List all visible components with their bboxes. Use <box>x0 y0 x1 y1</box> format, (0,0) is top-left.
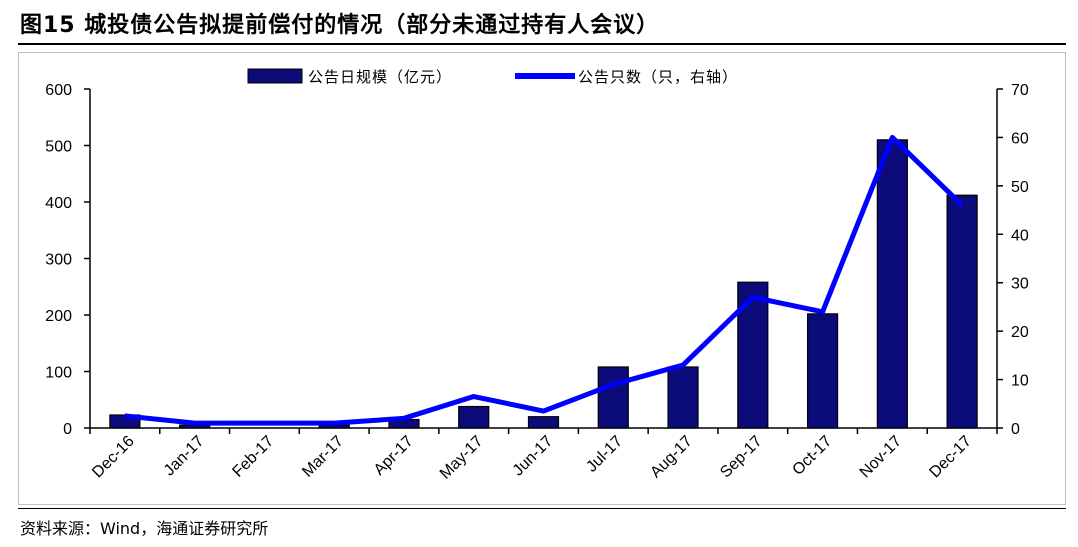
legend-group: 公告日规模（亿元） 公告只数（只，右轴） <box>247 68 738 86</box>
right-axis-tick-label: 60 <box>1011 130 1029 147</box>
bar <box>946 194 978 429</box>
x-axis-tick-label: Sep-17 <box>717 433 766 482</box>
left-axis-tick-label: 500 <box>45 139 72 156</box>
chart-frame <box>18 52 1066 505</box>
bar <box>458 405 490 429</box>
right-axis-tick-label: 70 <box>1011 82 1029 99</box>
x-axis-tick-label: Dec-16 <box>89 433 138 482</box>
right-axis-tick-label: 20 <box>1011 324 1029 341</box>
x-axis-tick-label: Dec-17 <box>926 433 975 482</box>
right-axis-tick-label: 40 <box>1011 227 1029 244</box>
bar <box>527 416 560 429</box>
bar <box>597 366 629 429</box>
x-axis-tick-label: Jun-17 <box>510 433 557 480</box>
legend-line-label: 公告只数（只，右轴） <box>578 69 738 86</box>
x-axis-tick-label: Nov-17 <box>857 433 906 482</box>
bar <box>876 139 908 429</box>
left-axis-tick-label: 200 <box>45 308 72 325</box>
right-axis-tick-label: 0 <box>1011 421 1020 438</box>
line-group <box>124 134 964 426</box>
left-axis-tick-label: 600 <box>45 82 72 99</box>
title-bar: 图15 城投债公告拟提前偿付的情况（部分未通过持有人会议） <box>0 0 1078 46</box>
x-axis-tick-label: Jul-17 <box>583 433 626 476</box>
x-axis-tick-label: Apr-17 <box>371 433 417 479</box>
legend-bar-label: 公告日规模（亿元） <box>308 69 452 86</box>
right-axis-tick-label: 30 <box>1011 276 1029 293</box>
x-axis-tick-label: Oct-17 <box>789 433 835 479</box>
source-note: 资料来源：Wind，海通证券研究所 <box>20 519 269 538</box>
left-axis-tick-label: 100 <box>45 365 72 382</box>
chart-title: 图15 城投债公告拟提前偿付的情况（部分未通过持有人会议） <box>20 13 660 38</box>
right-axis-tick-label: 50 <box>1011 179 1029 196</box>
bar <box>806 313 839 429</box>
bar <box>667 366 699 429</box>
right-axis-tick-label: 10 <box>1011 373 1029 390</box>
left-axis-tick-label: 300 <box>45 252 72 269</box>
legend-bar-swatch <box>247 68 303 84</box>
x-axis-tick-label: Aug-17 <box>647 433 696 482</box>
bars-group <box>109 139 978 429</box>
source-divider <box>18 508 1066 509</box>
x-axis-tick-label: Feb-17 <box>229 433 277 481</box>
title-divider <box>18 43 1066 45</box>
x-axis-tick-label: Jan-17 <box>161 433 208 480</box>
left-axis-tick-label: 0 <box>63 421 72 438</box>
left-axis-tick-label: 400 <box>45 195 72 212</box>
x-axis-tick-label: May-17 <box>437 433 487 483</box>
x-axis-tick-label: Mar-17 <box>299 433 347 481</box>
